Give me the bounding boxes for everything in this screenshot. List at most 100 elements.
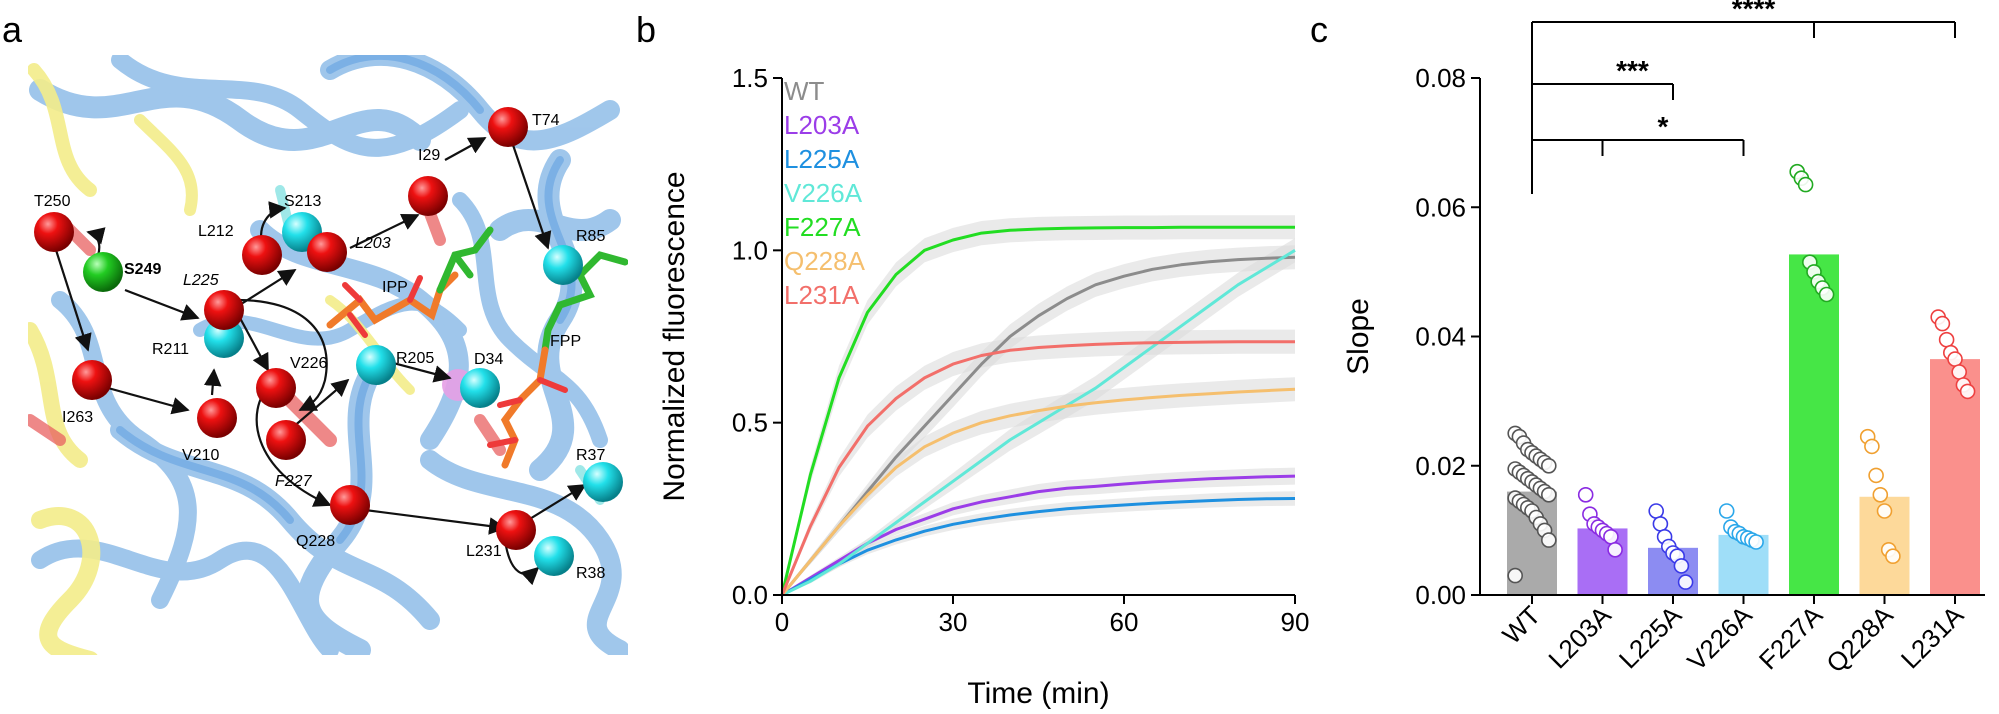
data-point-l231a <box>1938 331 1955 348</box>
panel-letter-c: c <box>1310 9 1328 50</box>
tick-labels: 0.0 0.5 1.0 1.5 0 30 60 90 <box>732 63 1310 637</box>
data-point-l203a <box>1603 528 1619 545</box>
residue-sphere-s249 <box>83 252 123 292</box>
y-tick-label: 1.5 <box>732 63 768 93</box>
data-point-v226a <box>1748 534 1764 550</box>
residue-label-r38: R38 <box>576 565 605 582</box>
x-tick-label-q228a: Q228A <box>1820 600 1899 679</box>
bar-l231a <box>1930 359 1980 595</box>
series-line-l225a <box>781 497 1296 597</box>
residue-sphere-v210 <box>197 398 237 438</box>
y-tick-label: 0.02 <box>1415 451 1466 481</box>
legend-label-f227a: F227A <box>784 212 861 242</box>
data-point-l231a <box>1951 364 1967 380</box>
residue-sphere-d34 <box>460 368 500 408</box>
error-band-l203a <box>782 467 1295 595</box>
allosteric-network-arrows <box>54 137 587 586</box>
residue-label-l225: L225 <box>183 272 219 289</box>
residue-label-l231: L231 <box>466 543 502 560</box>
data-point-f227a <box>1797 176 1814 193</box>
data-point-wt <box>1541 532 1557 548</box>
y-axis-title: Slope <box>1342 298 1375 375</box>
x-tick-label-l231a: L231A <box>1895 600 1970 675</box>
residue-sphere-r37 <box>583 462 623 502</box>
significance-label-v226a: * <box>1658 111 1669 142</box>
residue-sphere-l231 <box>496 510 536 550</box>
residue-sphere-t250 <box>34 212 74 252</box>
y-tick-label: 1.0 <box>732 235 768 265</box>
residue-sphere-t74 <box>488 107 528 147</box>
residue-label-f227: F227 <box>275 473 313 490</box>
y-tick-label: 0.0 <box>732 580 768 610</box>
series-line-f227a <box>780 225 1295 596</box>
error-band-q228a <box>782 377 1295 595</box>
y-tick-label: 0.5 <box>732 408 768 438</box>
residue-label-r37: R37 <box>576 447 605 464</box>
x-tick-label: 60 <box>1110 607 1139 637</box>
y-tick-label: 0.04 <box>1415 322 1466 352</box>
y-tick-label: 0.08 <box>1415 63 1466 93</box>
legend: WT L203A L225A V226A F227A Q228A L231A <box>784 76 866 310</box>
residue-label-l203: L203 <box>355 235 391 252</box>
x-tick-label: 0 <box>775 607 789 637</box>
residue-labels: T250 S249 I263 V210 R211 L225 L212 S213 … <box>34 112 605 582</box>
panel-letter-b: b <box>636 9 656 50</box>
data-point-q228a <box>1885 548 1901 565</box>
data-point-l231a <box>1947 351 1963 367</box>
series-line-wt <box>780 255 1296 596</box>
x-axis-title: Time (min) <box>967 677 1109 710</box>
significance-label-l225a: *** <box>1616 55 1649 86</box>
residue-label-i29: I29 <box>418 147 440 164</box>
residue-label-s249: S249 <box>124 261 161 278</box>
residue-label-d34: D34 <box>474 351 503 368</box>
legend-label-l225a: L225A <box>784 144 860 174</box>
data-point-v226a <box>1718 503 1735 519</box>
data-point-wt <box>1507 567 1523 584</box>
data-point-q228a <box>1876 503 1893 519</box>
residue-sphere-r38 <box>534 536 574 576</box>
x-tick-label-f227a: F227A <box>1753 600 1829 676</box>
x-tick-label: 30 <box>939 607 968 637</box>
x-tick-label-wt: WT <box>1496 600 1546 650</box>
residue-label-t250: T250 <box>34 193 71 210</box>
residue-sphere-v226 <box>256 368 296 408</box>
series-line-v226a <box>781 249 1296 597</box>
residue-sphere-l225 <box>204 290 244 330</box>
legend-label-l203a: L203A <box>784 110 860 140</box>
data-point-wt <box>1541 486 1557 503</box>
residue-sphere-i29 <box>408 176 448 216</box>
legend-label-v226a: V226A <box>784 178 863 208</box>
ipp-ligand <box>326 226 494 338</box>
significance-brackets: ******** <box>1531 0 1956 194</box>
residue-label-v210: V210 <box>182 447 219 464</box>
residue-label-i263: I263 <box>62 409 93 426</box>
series-lines <box>780 225 1296 597</box>
residue-sphere-l203 <box>307 232 347 272</box>
x-tick-label-l203a: L203A <box>1542 600 1617 675</box>
data-point-l231a <box>1959 383 1976 400</box>
residue-spheres <box>34 107 623 576</box>
x-tick-label-v226a: V226A <box>1681 600 1758 677</box>
residue-label-l212: L212 <box>198 223 234 240</box>
axes <box>773 77 1296 604</box>
x-tick-label-l225a: L225A <box>1613 600 1688 675</box>
data-point-l203a <box>1577 486 1594 503</box>
residue-label-v226: V226 <box>290 355 327 372</box>
fluorescence-chart: 0.0 0.5 1.0 1.5 0 30 60 90 WT L203A L225A V226A F22… <box>658 63 1309 710</box>
bars <box>1507 254 1980 595</box>
legend-label-q228a: Q228A <box>784 246 866 276</box>
data-point-l225a <box>1677 574 1694 590</box>
residue-sphere-r85 <box>543 245 583 285</box>
ligand-label-fpp: FPP <box>550 333 581 350</box>
residue-label-r85: R85 <box>576 228 605 245</box>
series-line-l231a <box>780 340 1295 596</box>
residue-label-r211: R211 <box>152 341 189 358</box>
data-point-wt <box>1541 457 1557 474</box>
y-axis-title: Normalized fluorescence <box>658 171 691 501</box>
series-line-q228a <box>780 387 1296 596</box>
residue-sphere-f227 <box>266 420 306 460</box>
residue-label-q228: Q228 <box>296 533 335 550</box>
panel-letter-a: a <box>2 9 23 50</box>
